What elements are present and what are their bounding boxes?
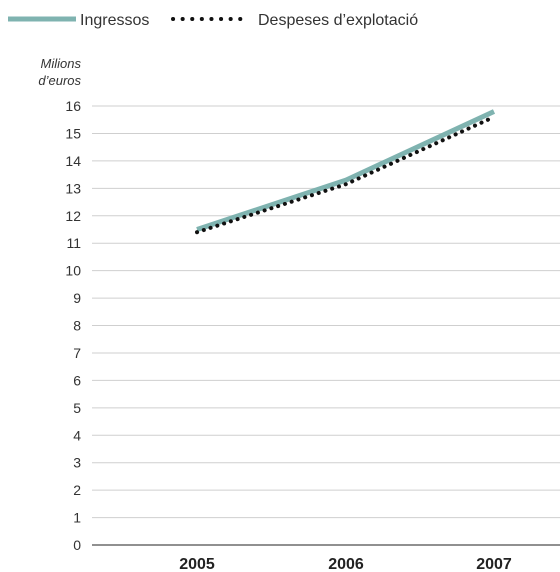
y-tick-label-5: 5	[73, 400, 81, 416]
y-tick-label-10: 10	[65, 263, 81, 279]
gridlines	[92, 105, 560, 519]
legend: Ingressos Despeses d’explotació	[8, 12, 418, 29]
y-tick-label-12: 12	[65, 208, 81, 224]
y-tick-label-14: 14	[65, 153, 81, 169]
y-tick-label-9: 9	[73, 290, 81, 306]
y-axis-unit-line1: Milions	[41, 56, 82, 71]
y-tick-label-2: 2	[73, 482, 81, 498]
x-tick-label-2006: 2006	[328, 556, 364, 572]
x-axis-labels: 2005 2006 2007	[179, 556, 512, 572]
y-tick-label-0: 0	[73, 537, 81, 553]
y-tick-label-8: 8	[73, 318, 81, 334]
y-tick-label-11: 11	[66, 235, 81, 251]
y-tick-label-7: 7	[73, 345, 81, 361]
y-tick-label-15: 15	[65, 125, 81, 141]
y-tick-label-1: 1	[73, 510, 81, 526]
y-tick-label-4: 4	[73, 427, 81, 443]
legend-despeses-label: Despeses d’explotació	[258, 12, 418, 29]
y-axis-unit-line2: d’euros	[38, 73, 81, 88]
y-tick-label-16: 16	[65, 98, 81, 114]
series-line-ingressos	[196, 109, 496, 232]
y-tick-label-13: 13	[65, 180, 81, 196]
series-group	[195, 109, 496, 235]
x-tick-label-2007: 2007	[476, 556, 512, 572]
series-line-despeses	[195, 114, 496, 235]
y-tick-label-6: 6	[73, 372, 81, 388]
y-tick-label-3: 3	[73, 455, 81, 471]
legend-ingressos-label: Ingressos	[80, 12, 149, 29]
x-tick-label-2005: 2005	[179, 556, 215, 572]
